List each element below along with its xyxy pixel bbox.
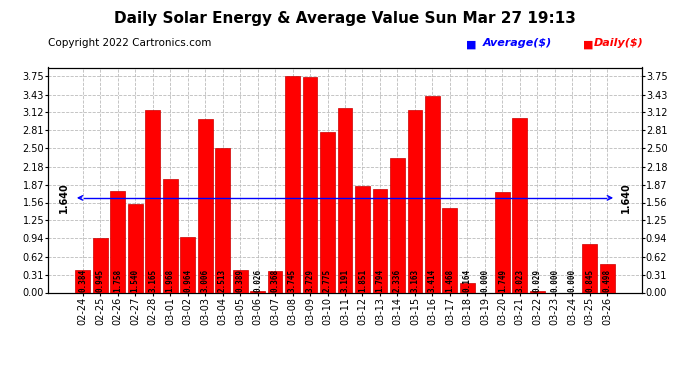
- Text: ■: ■: [466, 39, 476, 50]
- Bar: [180, 237, 195, 292]
- Text: 1.758: 1.758: [113, 269, 122, 292]
- Text: 1.640: 1.640: [59, 183, 69, 213]
- Text: 3.191: 3.191: [340, 269, 350, 292]
- Text: 2.513: 2.513: [218, 269, 227, 292]
- Text: 3.165: 3.165: [148, 269, 157, 292]
- Text: 3.006: 3.006: [201, 269, 210, 292]
- Text: 0.000: 0.000: [551, 269, 560, 292]
- Text: 0.845: 0.845: [585, 269, 594, 292]
- Bar: [92, 238, 108, 292]
- Bar: [495, 192, 510, 292]
- Bar: [460, 283, 475, 292]
- Bar: [355, 186, 370, 292]
- Bar: [145, 110, 160, 292]
- Text: 2.336: 2.336: [393, 269, 402, 292]
- Text: 1.540: 1.540: [130, 269, 139, 292]
- Text: 0.164: 0.164: [463, 269, 472, 292]
- Bar: [303, 77, 317, 292]
- Bar: [600, 264, 615, 292]
- Text: ■: ■: [583, 39, 593, 50]
- Text: Average($): Average($): [483, 38, 552, 48]
- Text: 3.745: 3.745: [288, 269, 297, 292]
- Bar: [337, 108, 353, 292]
- Bar: [320, 132, 335, 292]
- Bar: [268, 271, 282, 292]
- Text: 1.794: 1.794: [375, 269, 384, 292]
- Text: 1.968: 1.968: [166, 269, 175, 292]
- Text: 0.498: 0.498: [603, 269, 612, 292]
- Bar: [582, 244, 598, 292]
- Text: 1.749: 1.749: [498, 269, 507, 292]
- Bar: [233, 270, 248, 292]
- Bar: [197, 119, 213, 292]
- Bar: [513, 118, 527, 292]
- Text: 0.384: 0.384: [78, 269, 87, 292]
- Bar: [128, 204, 143, 292]
- Bar: [215, 147, 230, 292]
- Text: 1.468: 1.468: [446, 269, 455, 292]
- Text: 0.026: 0.026: [253, 269, 262, 292]
- Bar: [250, 291, 265, 292]
- Text: Daily Solar Energy & Average Value Sun Mar 27 19:13: Daily Solar Energy & Average Value Sun M…: [114, 11, 576, 26]
- Text: 3.414: 3.414: [428, 269, 437, 292]
- Bar: [285, 76, 300, 292]
- Bar: [75, 270, 90, 292]
- Bar: [390, 158, 405, 292]
- Bar: [163, 179, 177, 292]
- Bar: [442, 208, 457, 292]
- Text: 3.163: 3.163: [411, 269, 420, 292]
- Text: 0.964: 0.964: [183, 269, 192, 292]
- Text: Copyright 2022 Cartronics.com: Copyright 2022 Cartronics.com: [48, 38, 212, 48]
- Bar: [110, 191, 125, 292]
- Text: 0.945: 0.945: [96, 269, 105, 292]
- Text: 0.000: 0.000: [480, 269, 489, 292]
- Text: 1.851: 1.851: [358, 269, 367, 292]
- Text: 2.775: 2.775: [323, 269, 332, 292]
- Text: 3.023: 3.023: [515, 269, 524, 292]
- Bar: [373, 189, 387, 292]
- Text: 0.000: 0.000: [568, 269, 577, 292]
- Text: 1.640: 1.640: [621, 183, 631, 213]
- Text: 0.389: 0.389: [235, 269, 244, 292]
- Bar: [425, 96, 440, 292]
- Text: Daily($): Daily($): [593, 38, 643, 48]
- Text: 0.029: 0.029: [533, 269, 542, 292]
- Bar: [530, 291, 545, 292]
- Text: 3.729: 3.729: [306, 269, 315, 292]
- Text: 0.368: 0.368: [270, 269, 279, 292]
- Bar: [408, 110, 422, 292]
